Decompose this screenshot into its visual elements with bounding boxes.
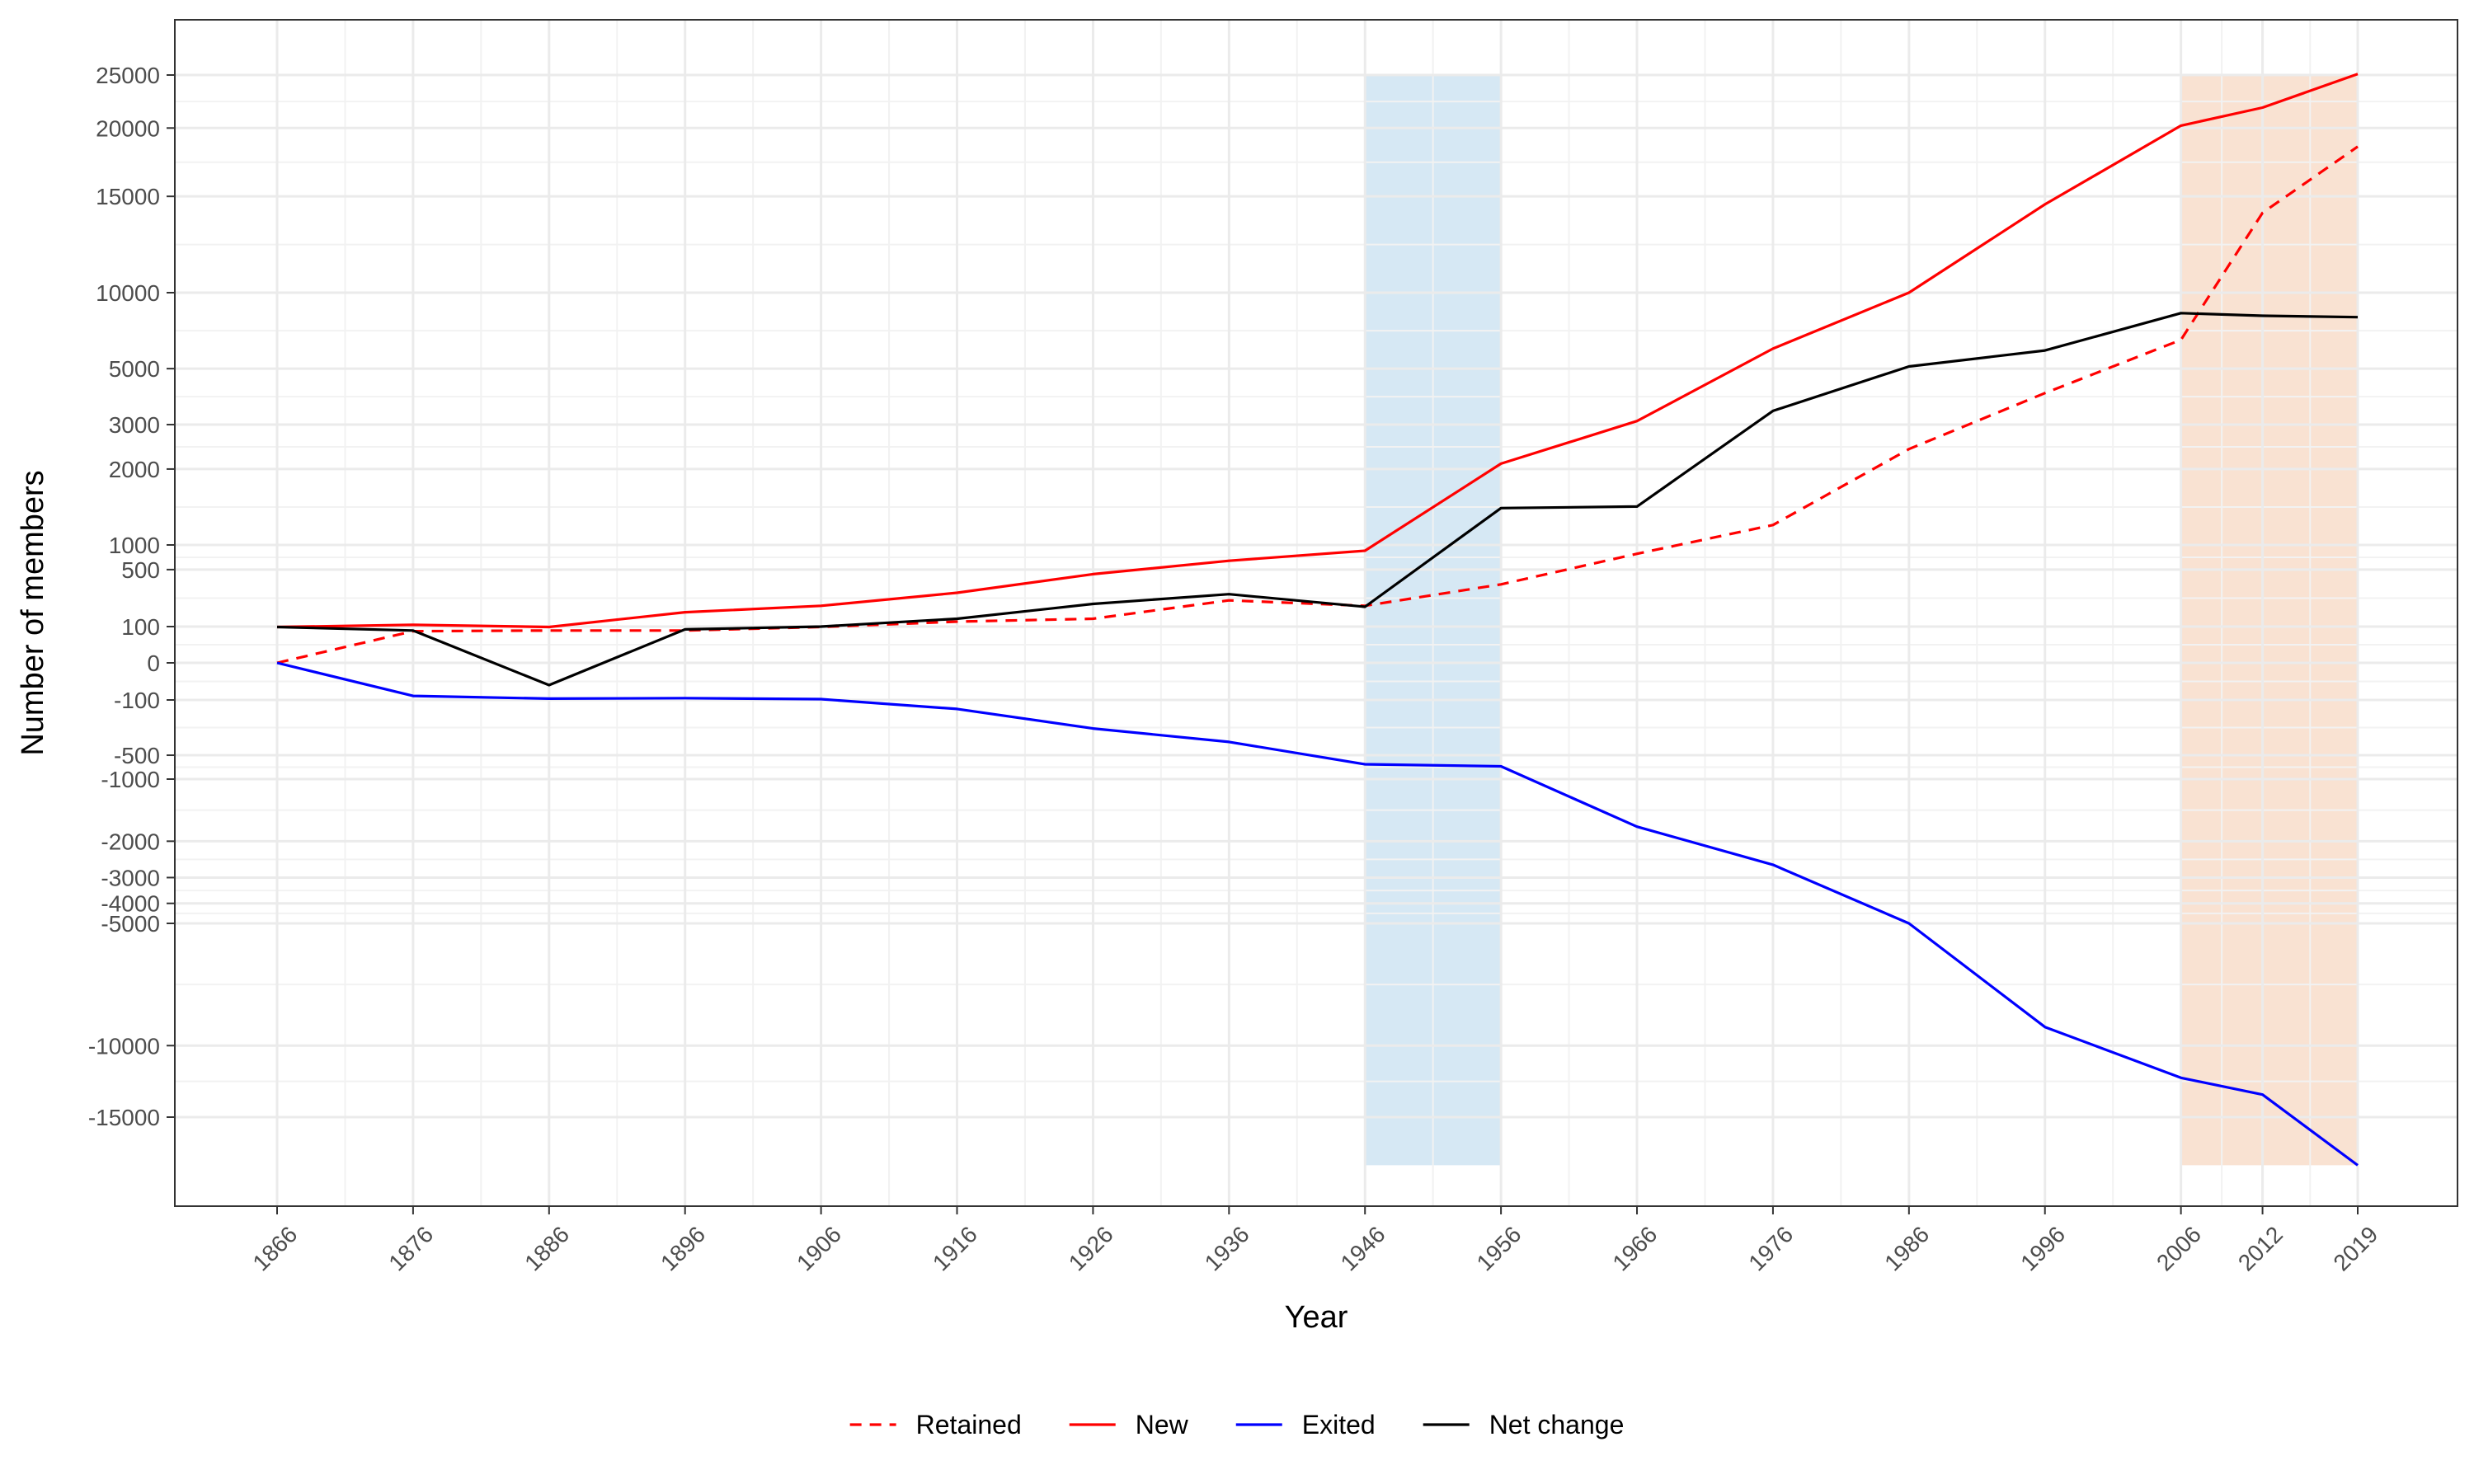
legend-label: New: [1136, 1410, 1189, 1439]
legend-label: Net change: [1489, 1410, 1625, 1439]
y-tick-label: 25000: [96, 63, 160, 88]
y-tick-label: 500: [121, 557, 160, 583]
legend-item-exited: Exited: [1235, 1410, 1376, 1439]
y-tick-label: -100: [114, 688, 160, 713]
legend-label: Exited: [1302, 1410, 1376, 1439]
series-line-net-change: [276, 312, 2359, 687]
legend-item-retained: Retained: [849, 1410, 1022, 1439]
y-tick-label: 1000: [109, 533, 160, 558]
series-line-new: [276, 73, 2359, 629]
y-tick-label: -4000: [101, 891, 160, 917]
plot-panel-border: [174, 19, 2458, 1207]
legend: Retained New Exited Net change: [849, 1410, 1625, 1439]
y-tick-label: 0: [147, 650, 160, 676]
y-tick-label: -1000: [101, 767, 160, 792]
y-tick-label: 10000: [96, 280, 160, 306]
series-lines: [276, 73, 2359, 1167]
legend-label: Retained: [916, 1410, 1022, 1439]
y-axis-title: Number of members: [16, 470, 50, 755]
y-axis-ticks: 2500020000150001000050003000200010005001…: [88, 63, 175, 1130]
y-tick-label: 20000: [96, 115, 160, 141]
x-axis-title: Year: [1285, 1300, 1348, 1335]
y-tick-label: 3000: [109, 412, 160, 438]
y-tick-label: 100: [121, 614, 160, 640]
legend-item-new: New: [1069, 1410, 1189, 1439]
series-line-exited: [276, 661, 2359, 1167]
y-tick-label: -2000: [101, 829, 160, 854]
y-tick-label: -15000: [88, 1105, 160, 1130]
y-tick-label: 5000: [109, 356, 160, 382]
y-tick-label: -10000: [88, 1033, 160, 1059]
legend-item-net-change: Net change: [1423, 1410, 1625, 1439]
y-tick-label: -5000: [101, 911, 160, 937]
y-tick-label: 2000: [109, 457, 160, 482]
y-tick-label: 15000: [96, 184, 160, 209]
y-tick-label: -500: [114, 743, 160, 768]
y-tick-label: -3000: [101, 865, 160, 890]
shaded-region-2: [2180, 75, 2358, 1166]
